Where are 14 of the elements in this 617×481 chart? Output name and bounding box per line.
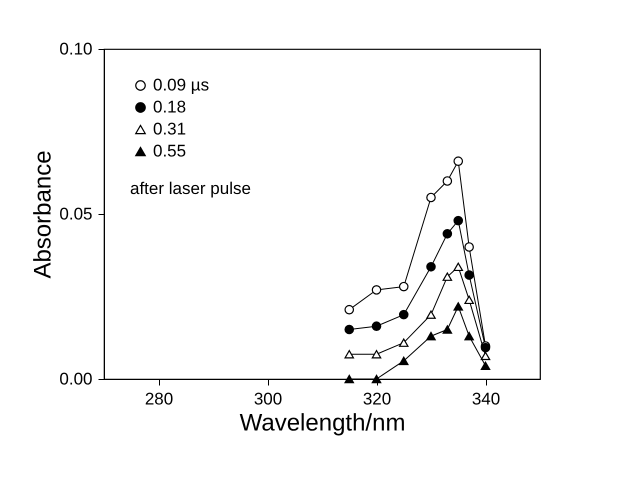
legend-label: 0.31 bbox=[153, 120, 186, 138]
x-tick-label: 280 bbox=[144, 390, 174, 408]
y-tick-label: 0.10 bbox=[59, 40, 92, 58]
x-tick-label: 300 bbox=[254, 390, 282, 408]
x-axis-title: Wavelength/nm bbox=[240, 410, 406, 436]
y-tick-label: 0.00 bbox=[59, 370, 92, 388]
x-tick-label: 320 bbox=[362, 390, 392, 408]
annotation: after laser pulse bbox=[130, 179, 251, 198]
x-tick-label: 340 bbox=[472, 390, 500, 408]
y-tick-label: 0.05 bbox=[59, 204, 92, 224]
legend-label: 0.55 bbox=[153, 142, 186, 160]
legend-label: 0.18 bbox=[153, 98, 186, 116]
legend-label: 0.09 µs bbox=[153, 76, 210, 94]
y-axis-title: Absorbance bbox=[29, 150, 56, 279]
